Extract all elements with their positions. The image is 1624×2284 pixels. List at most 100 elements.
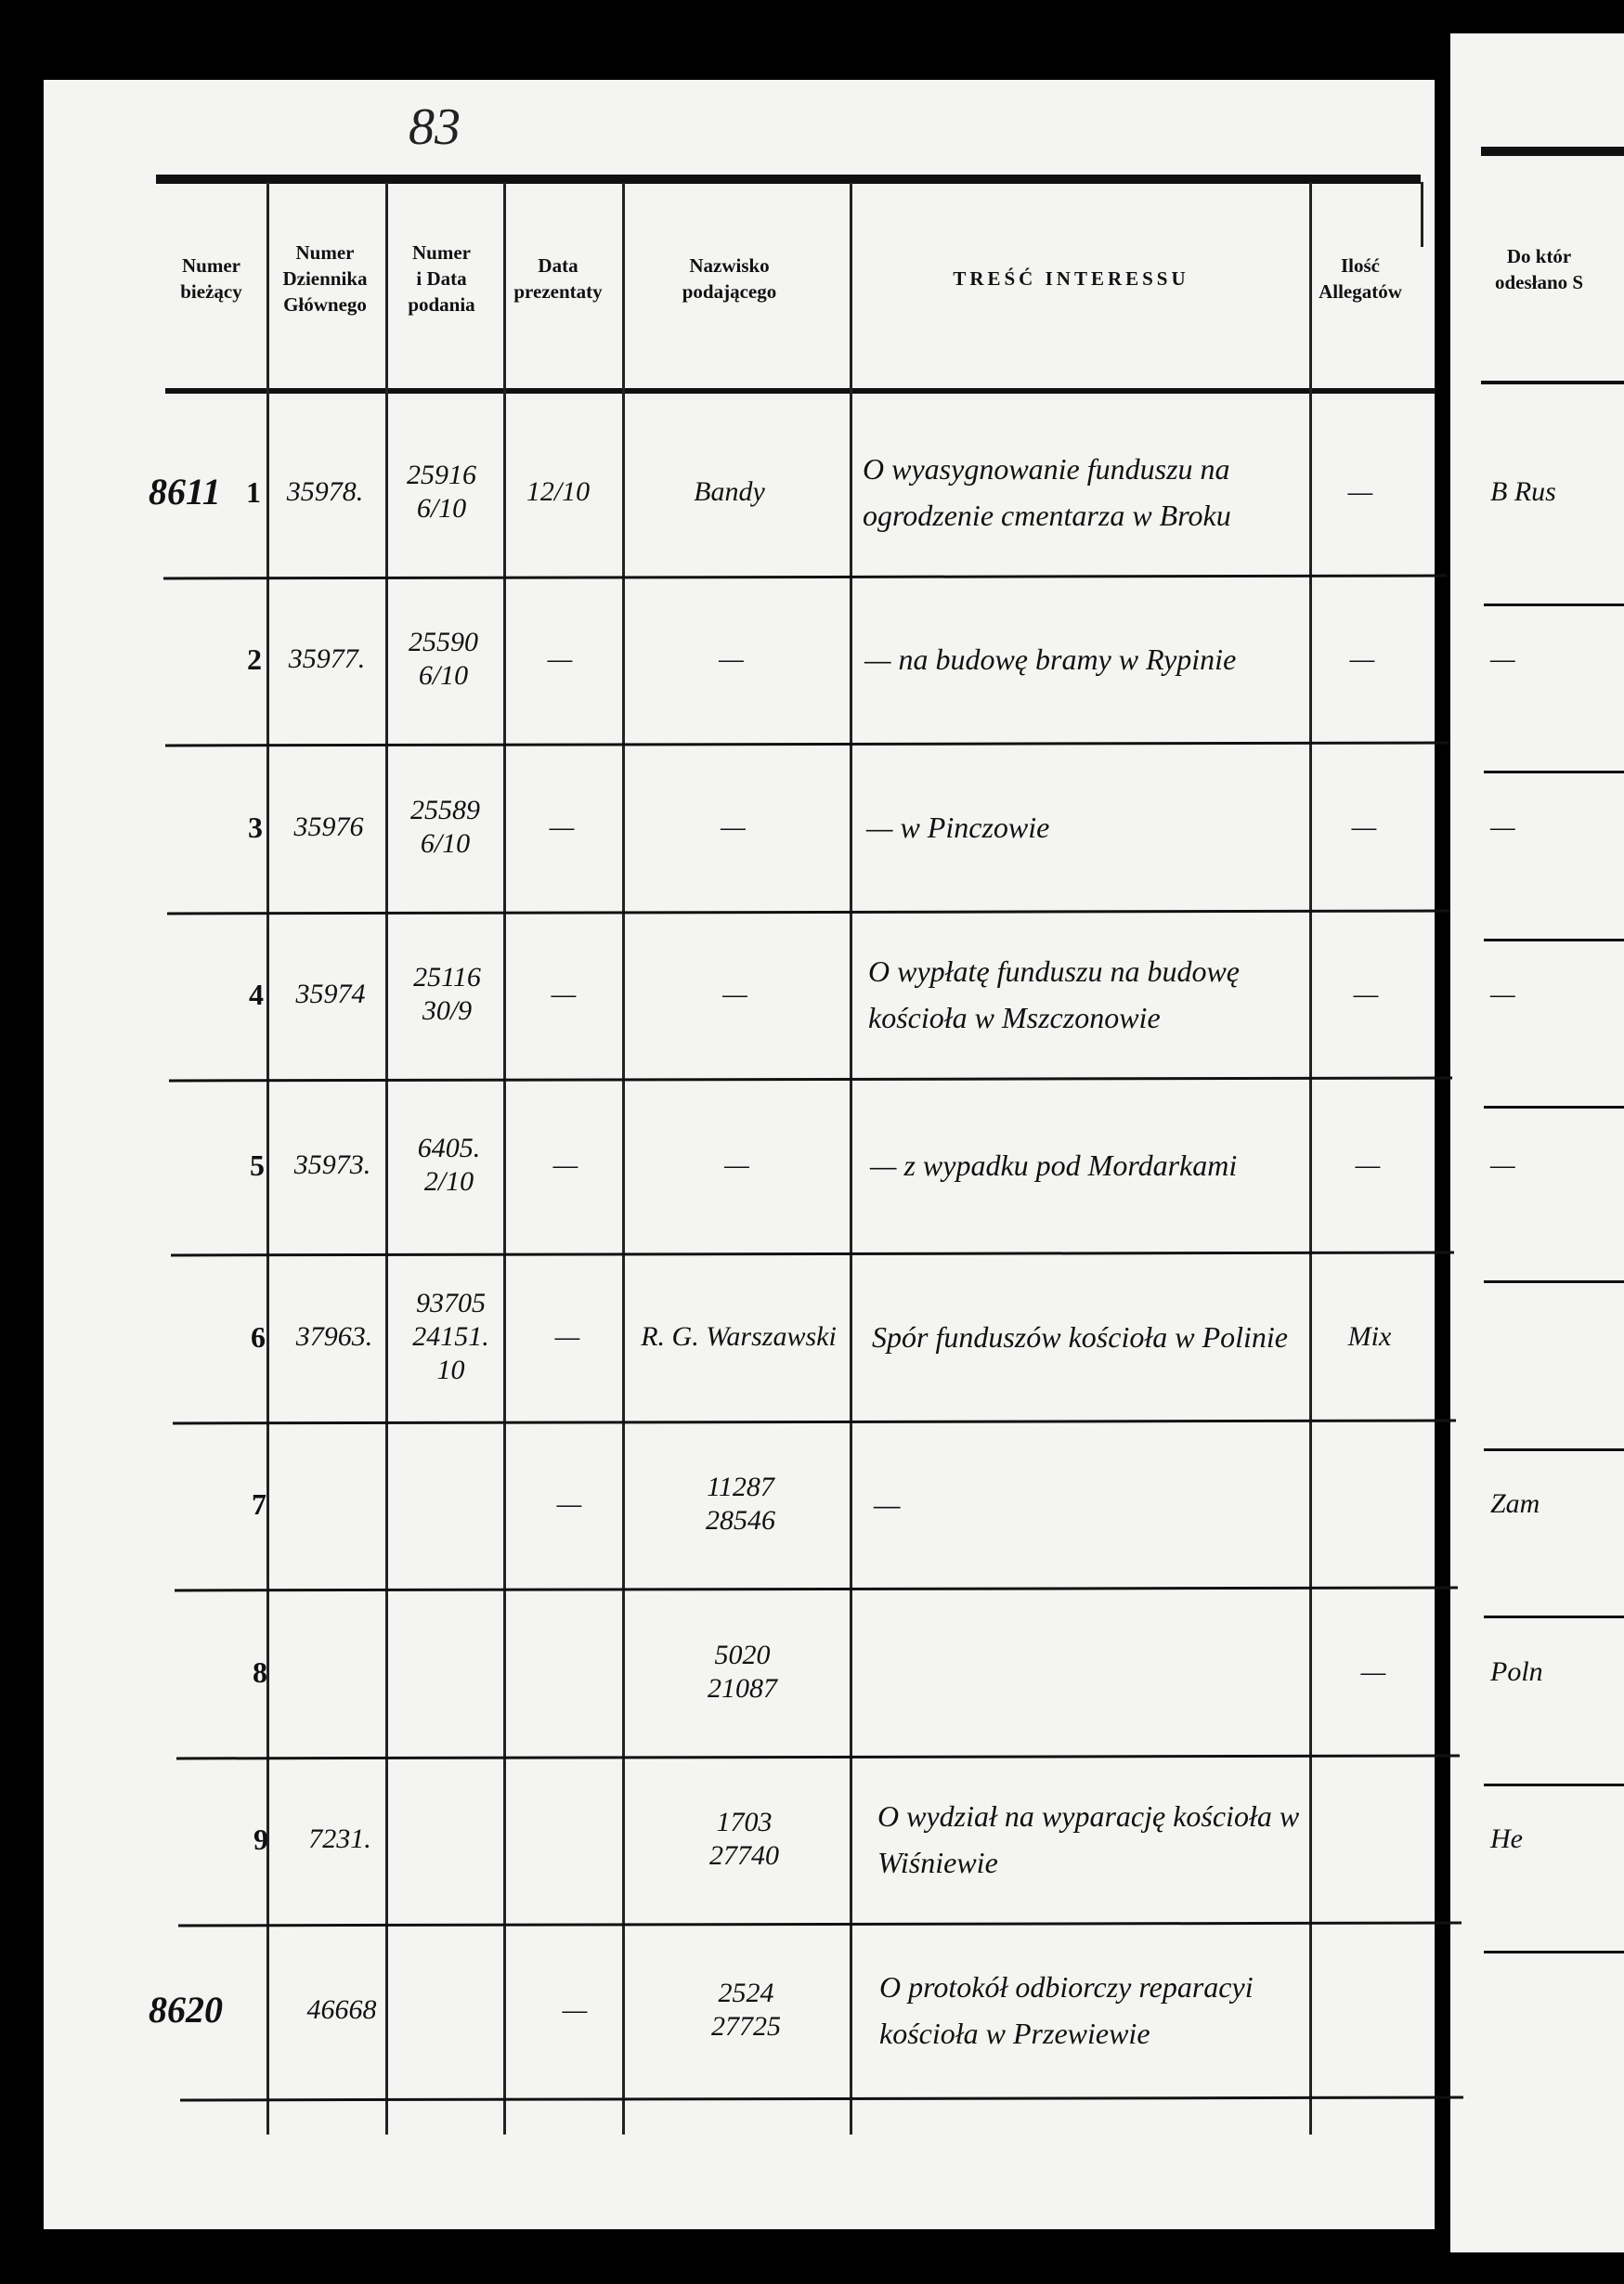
cell-presented: — — [551, 979, 577, 1009]
cell-sent-to: — — [1490, 979, 1515, 1009]
cell-attachments: — — [1351, 811, 1377, 842]
cell-number: 6 — [251, 1319, 266, 1354]
cell-content: O wypłatę funduszu na budowę kościoła w … — [868, 954, 1240, 1034]
cell-sent-to: — — [1490, 643, 1515, 674]
next-row-rule — [1484, 1784, 1624, 1786]
margin-note: 8611 — [149, 470, 221, 513]
column-line — [622, 182, 625, 2135]
next-paper — [1450, 33, 1624, 2252]
cell-content: O wyasygnowanie funduszu na ogrodzenie c… — [863, 451, 1231, 532]
cell-submission: 25589 6/10 — [410, 794, 480, 859]
cell-presented: — — [549, 811, 575, 842]
column-line — [1309, 182, 1312, 2135]
cell-number: 5 — [250, 1148, 265, 1182]
column-line — [850, 182, 852, 2135]
cell-submission: 25590 6/10 — [409, 627, 478, 691]
cell-sent-to: Zam — [1490, 1488, 1540, 1519]
cell-name: — — [724, 1149, 749, 1180]
cell-sent-to: He — [1490, 1823, 1523, 1854]
cell-attachments: — — [1360, 1655, 1386, 1687]
page-edge — [1437, 33, 1447, 2252]
next-header-rule — [1481, 381, 1624, 384]
cell-journal: 35976 — [293, 811, 364, 842]
cell-number: 9 — [253, 1823, 268, 1856]
cell-submission: 93705 24151. 10 — [412, 1287, 489, 1385]
column-header: Data prezentaty — [513, 254, 603, 303]
cell-number: 7 — [252, 1487, 266, 1521]
paper — [44, 80, 1435, 2229]
cell-sent-to: — — [1490, 1149, 1515, 1180]
next-row-rule — [1484, 1448, 1624, 1451]
next-row-rule — [1484, 771, 1624, 773]
cell-submission: 25916 6/10 — [407, 459, 476, 524]
next-row-rule — [1484, 1951, 1624, 1953]
next-row-rule — [1484, 1106, 1624, 1109]
cell-submission: 25116 30/9 — [413, 962, 481, 1026]
cell-sent-to: — — [1490, 811, 1515, 842]
cell-content: — na budowę bramy w Rypinie — [864, 642, 1237, 676]
cell-attachments: — — [1355, 1149, 1381, 1180]
cell-content: — z wypadku pod Mordarkami — [870, 1148, 1238, 1182]
cell-presented: 12/10 — [526, 475, 591, 507]
cell-journal: 35974 — [295, 979, 366, 1009]
column-header: Numer i Data podania — [408, 241, 475, 316]
cell-name: 1703 27740 — [709, 1807, 779, 1871]
cell-presented: — — [556, 1488, 582, 1519]
cell-presented: — — [562, 1994, 588, 2025]
column-line — [1421, 182, 1423, 247]
column-header: TREŚĆ INTERESSU — [953, 267, 1189, 290]
cell-content: Spór funduszów kościoła w Polinie — [872, 1319, 1288, 1354]
cell-journal: 7231. — [308, 1823, 371, 1854]
cell-sent-to: Poln — [1490, 1655, 1543, 1687]
cell-presented: — — [547, 643, 573, 674]
cell-attachments: — — [1353, 979, 1379, 1009]
next-row-rule — [1484, 1280, 1624, 1283]
header-rule — [165, 388, 1436, 394]
next-row-rule — [1484, 603, 1624, 606]
column-header: Nazwisko podającego — [682, 254, 777, 303]
cell-attachments: — — [1347, 475, 1373, 507]
cell-name: 11287 28546 — [706, 1472, 775, 1536]
cell-name: — — [721, 811, 746, 842]
cell-attachments: Mix — [1347, 1320, 1392, 1352]
cell-name: 2524 27725 — [711, 1978, 781, 2042]
cell-presented: — — [552, 1149, 578, 1180]
cell-number: 2 — [247, 642, 262, 676]
cell-number: 8 — [253, 1655, 267, 1689]
cell-content: — w Pinczowie — [866, 810, 1050, 844]
cell-sent-to: B Rus — [1490, 475, 1556, 507]
cell-journal: 35977. — [288, 643, 366, 674]
next-row-rule — [1484, 1616, 1624, 1618]
next-page-header: Do któr odesłano S — [1495, 245, 1584, 293]
cell-journal: 46668 — [306, 1994, 377, 2025]
cell-name: R. G. Warszawski — [641, 1320, 837, 1352]
cell-name: Bandy — [694, 475, 765, 507]
cell-submission: 6405. 2/10 — [417, 1133, 481, 1197]
header-rule — [156, 175, 1421, 184]
cell-journal: 37963. — [295, 1320, 373, 1352]
page-number: 83 — [409, 98, 461, 156]
cell-attachments: — — [1349, 643, 1375, 674]
cell-number: 1 — [246, 474, 261, 509]
column-line — [503, 182, 506, 2135]
next-row-rule — [1484, 939, 1624, 941]
cell-journal: 35978. — [286, 475, 364, 507]
column-header: Numer Dziennika Głównego — [282, 241, 368, 316]
cell-name: — — [722, 979, 747, 1009]
cell-presented: — — [554, 1320, 580, 1352]
cell-number: 4 — [249, 978, 264, 1011]
column-header: Ilość Allegatów — [1319, 254, 1402, 303]
next-header-rule — [1481, 147, 1624, 156]
cell-number: 3 — [248, 810, 263, 844]
column-line — [385, 182, 388, 2135]
cell-name: — — [719, 643, 744, 674]
cell-journal: 35973. — [293, 1149, 371, 1180]
margin-note: 8620 — [149, 1989, 223, 2031]
column-line — [266, 182, 269, 2135]
cell-content: O protokół odbiorczy reparacyi kościoła … — [879, 1970, 1254, 2050]
cell-name: 5020 21087 — [708, 1639, 777, 1704]
cell-content: O wydział na wyparację kościoła w Wiśnie… — [877, 1799, 1300, 1879]
column-header: Numer bieżący — [180, 254, 242, 303]
cell-content: — — [874, 1487, 901, 1521]
